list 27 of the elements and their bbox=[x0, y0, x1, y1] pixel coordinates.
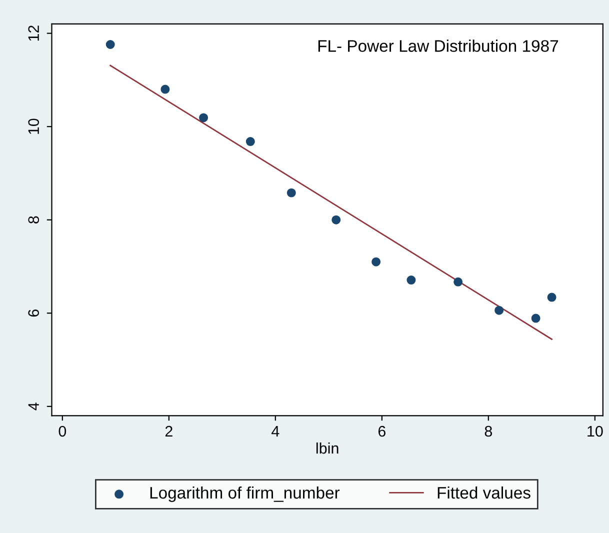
point bbox=[372, 257, 381, 266]
y-tick-label: 12 bbox=[28, 26, 39, 41]
y-tick-label: 10 bbox=[28, 118, 40, 134]
x-tick-label: 6 bbox=[378, 426, 386, 437]
x-tick-label: 8 bbox=[484, 426, 492, 437]
x-axis-title: lbin bbox=[316, 442, 338, 454]
y-tick-label: 4 bbox=[28, 402, 39, 410]
x-tick-label: 0 bbox=[58, 426, 66, 437]
point bbox=[106, 40, 115, 50]
point bbox=[494, 306, 504, 315]
point bbox=[547, 292, 556, 302]
legend-label: Fitted values bbox=[438, 486, 530, 499]
point bbox=[531, 314, 540, 323]
text: FL- Power Law Distribution 1987 bbox=[318, 40, 558, 52]
x-tick-label: 2 bbox=[165, 426, 172, 437]
point bbox=[160, 84, 170, 94]
point bbox=[406, 276, 416, 285]
point bbox=[286, 188, 296, 198]
point bbox=[199, 113, 208, 122]
y-tick-label: 6 bbox=[28, 310, 40, 317]
point bbox=[332, 215, 341, 224]
x-tick-label: 10 bbox=[588, 426, 603, 437]
point bbox=[454, 277, 463, 286]
x-tick-label: 4 bbox=[272, 426, 280, 437]
legend-label: Logarithm of firm_number bbox=[150, 486, 340, 502]
point bbox=[246, 137, 255, 146]
y-tick-label: 8 bbox=[28, 216, 40, 224]
